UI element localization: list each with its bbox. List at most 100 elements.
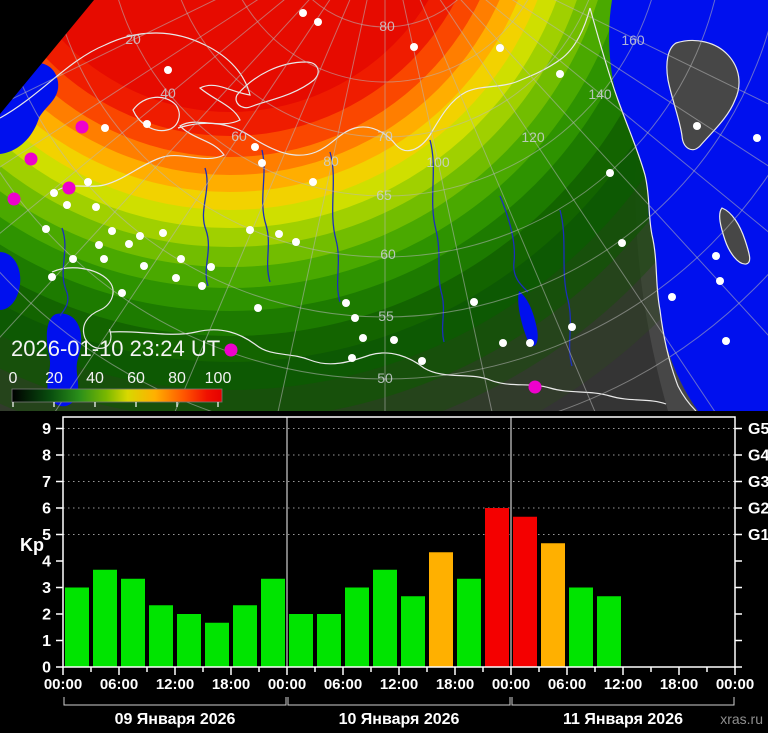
city-dot xyxy=(410,43,418,51)
city-dot xyxy=(136,232,144,240)
meridian-line xyxy=(174,0,351,411)
kp-bar xyxy=(597,596,621,667)
black-sea xyxy=(0,252,21,310)
kp-axis-title: Kp xyxy=(20,535,44,555)
g-scale-label: G3 xyxy=(748,474,768,491)
city-dot xyxy=(499,339,507,347)
city-dot xyxy=(50,189,58,197)
city-dot xyxy=(299,9,307,17)
kp-bar xyxy=(317,614,341,667)
meridian-line xyxy=(0,0,259,168)
city-dot xyxy=(84,178,92,186)
city-dot xyxy=(606,169,614,177)
city-dot xyxy=(251,143,259,151)
longitude-label: 100 xyxy=(426,154,450,170)
aurora-band xyxy=(31,0,429,112)
g-scale-label: G4 xyxy=(748,448,768,465)
city-dot xyxy=(101,124,109,132)
meridian-line xyxy=(485,0,768,233)
y-axis-labels: 0 1 2 3 4 5 6 7 8 9 xyxy=(42,421,51,677)
map-corner-mask xyxy=(0,0,94,114)
aurora-alert-dot xyxy=(528,380,542,394)
city-dot xyxy=(254,304,262,312)
city-dot xyxy=(159,229,167,237)
kp-bar xyxy=(485,508,509,667)
meridian-line xyxy=(439,0,716,411)
g-scale-label: G2 xyxy=(748,501,768,518)
city-dot xyxy=(48,273,56,281)
colorbar-tick-label: 20 xyxy=(45,370,63,387)
city-dot xyxy=(108,227,116,235)
coastlines xyxy=(0,7,697,411)
time-tick-label: 18:00 xyxy=(660,676,698,693)
y-tick-label: 4 xyxy=(42,554,51,571)
caspian-sea xyxy=(46,313,82,407)
graticule-labels: 80 70 65 60 55 50 20 40 60 80 100 120 140 160 xyxy=(125,18,645,386)
kp-bar xyxy=(373,569,397,667)
latitude-label: 65 xyxy=(376,187,392,203)
time-tick-label: 00:00 xyxy=(716,676,754,693)
city-dot xyxy=(118,289,126,297)
meridian-line xyxy=(511,0,768,167)
latitude-label: 60 xyxy=(380,246,396,262)
city-dot xyxy=(246,226,254,234)
city-dot xyxy=(164,66,172,74)
time-tick-label: 18:00 xyxy=(436,676,474,693)
chart-gridlines xyxy=(63,428,735,535)
time-tick-label: 00:00 xyxy=(44,676,82,693)
y-tick-label: 7 xyxy=(42,474,51,491)
city-dot xyxy=(143,120,151,128)
aurora-alert-dot xyxy=(224,343,238,357)
aurora-alert-dot xyxy=(62,181,76,195)
city-dot xyxy=(470,298,478,306)
aurora-alert-dot xyxy=(24,152,38,166)
watermark: xras.ru xyxy=(720,711,763,727)
kp-bar xyxy=(513,516,537,667)
time-tick-label: 06:00 xyxy=(100,676,138,693)
colorbar-tick-label: 0 xyxy=(9,370,18,387)
date-label: 10 Января 2026 xyxy=(339,711,460,728)
city-dot xyxy=(390,336,398,344)
city-dot xyxy=(207,263,215,271)
g-scale-labels: G1 G2 G3 G4 G5 xyxy=(748,421,768,544)
time-tick-label: 00:00 xyxy=(492,676,530,693)
city-dot xyxy=(668,293,676,301)
meridian-line xyxy=(402,0,493,411)
rivers xyxy=(59,139,573,367)
time-tick-label: 12:00 xyxy=(380,676,418,693)
city-dot xyxy=(348,354,356,362)
city-dot xyxy=(568,323,576,331)
lake-baikal xyxy=(518,291,538,346)
time-tick-label: 06:00 xyxy=(548,676,586,693)
y-tick-label: 5 xyxy=(42,527,51,544)
kp-bar xyxy=(429,552,453,667)
meridian-line xyxy=(554,0,768,105)
city-dots xyxy=(42,9,761,365)
city-dot xyxy=(198,282,206,290)
y-tick-label: 0 xyxy=(42,660,51,677)
date-label: 11 Января 2026 xyxy=(563,711,683,728)
kamchatka-peninsula xyxy=(666,39,740,151)
city-dot xyxy=(95,241,103,249)
longitude-label: 160 xyxy=(621,32,645,48)
kp-bar xyxy=(233,605,257,667)
colorbar-ticks xyxy=(12,402,219,407)
kp-bar xyxy=(149,605,173,667)
sakhalin-island xyxy=(719,207,751,265)
kp-bar xyxy=(345,587,369,667)
aurora-alert-dot xyxy=(7,192,21,206)
city-dot xyxy=(125,240,133,248)
time-tick-label: 12:00 xyxy=(156,676,194,693)
city-dot xyxy=(140,262,148,270)
city-dot xyxy=(753,134,761,142)
latitude-label: 50 xyxy=(377,370,393,386)
axis-ticks xyxy=(56,427,742,675)
map-timestamp: 2026-01-10 23:24 UT xyxy=(11,336,220,361)
date-label: 09 Января 2026 xyxy=(115,711,236,728)
colorbar-tick-label: 40 xyxy=(86,370,104,387)
city-dot xyxy=(69,255,77,263)
kp-bar xyxy=(177,614,201,667)
city-dot xyxy=(712,252,720,260)
kp-bar xyxy=(457,578,481,667)
y-tick-label: 3 xyxy=(42,580,51,597)
